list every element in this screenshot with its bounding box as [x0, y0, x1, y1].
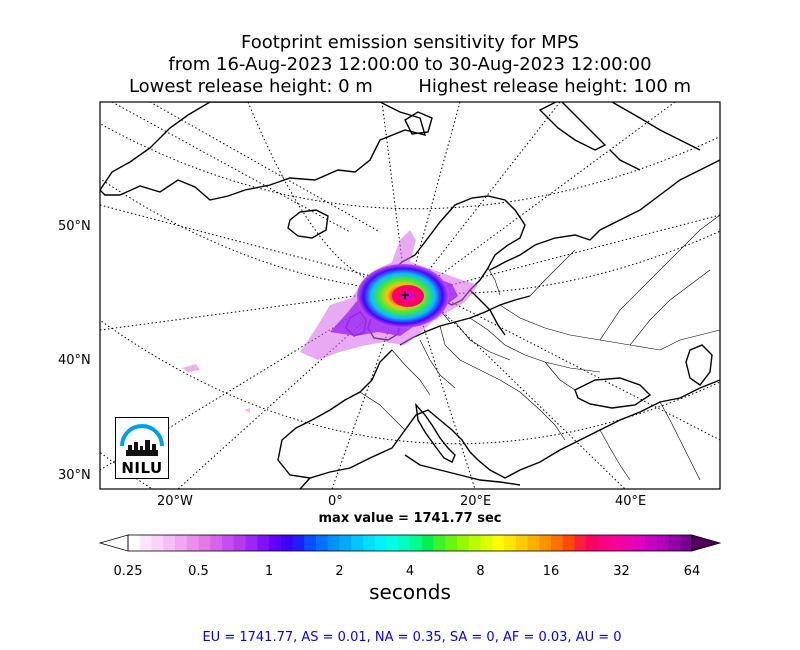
- nilu-logo: NILU: [115, 417, 169, 479]
- colorbar-cell: [656, 535, 670, 551]
- region-stats-line: EU = 1741.77, AS = 0.01, NA = 0.35, SA =…: [202, 630, 622, 645]
- colorbar: [98, 534, 722, 552]
- colorbar-tick-label: 8: [476, 564, 485, 579]
- colorbar-tick-label: 0.5: [188, 564, 209, 579]
- colorbar-cell: [151, 535, 164, 551]
- colorbar-cell: [163, 535, 176, 551]
- colorbar-cell: [304, 535, 317, 551]
- colorbar-units-label: seconds: [369, 580, 451, 604]
- lon-label-20w: 20°W: [157, 494, 193, 509]
- logo-text: NILU: [121, 459, 163, 477]
- colorbar-cell: [186, 535, 200, 551]
- colorbar-tick-label: 16: [542, 564, 560, 579]
- colorbar-cell: [175, 535, 188, 551]
- colorbar-cell: [504, 535, 517, 551]
- colorbar-cell: [433, 535, 446, 551]
- colorbar-tick-label: 4: [405, 564, 415, 579]
- colorbar-cell: [539, 535, 552, 551]
- colorbar-cell: [351, 535, 364, 551]
- colorbar-under-triangle: [98, 534, 129, 552]
- colorbar-cell: [316, 535, 329, 551]
- colorbar-cell: [257, 535, 270, 551]
- colorbar-cell: [492, 535, 505, 551]
- title-line-3: Lowest release height: 0 m Highest relea…: [0, 76, 800, 98]
- colorbar-cell: [445, 535, 458, 551]
- colorbar-cell: [621, 535, 634, 551]
- title-line-1: Footprint emission sensitivity for MPS: [241, 32, 579, 53]
- colorbar-cell: [457, 535, 470, 551]
- colorbar-cell: [562, 535, 576, 551]
- colorbar-cell: [421, 535, 435, 551]
- colorbar-cell: [398, 535, 411, 551]
- cross-marker-icon: [401, 291, 409, 299]
- lat-label-30n: 30°N: [58, 468, 91, 483]
- colorbar-frame: [127, 534, 693, 552]
- colorbar-cell: [574, 535, 587, 551]
- colorbar-cell: [480, 535, 493, 551]
- lat-label-50n: 50°N: [58, 219, 91, 234]
- colorbar-cell: [468, 535, 482, 551]
- colorbar-cell: [609, 535, 623, 551]
- colorbar-cell: [233, 535, 247, 551]
- colorbar-tick-label: 2: [335, 564, 344, 579]
- colorbar-cell: [668, 535, 681, 551]
- colorbar-cell: [386, 535, 399, 551]
- colorbar-cell: [598, 535, 611, 551]
- lon-label-0: 0°: [328, 494, 343, 509]
- colorbar-cell: [527, 535, 540, 551]
- map-frame: [99, 101, 721, 490]
- colorbar-cell: [410, 535, 423, 551]
- colorbar-cell: [339, 535, 352, 551]
- colorbar-cell: [551, 535, 564, 551]
- colorbar-tick-label: 64: [683, 564, 701, 579]
- colorbar-cell: [280, 535, 294, 551]
- colorbar-cell: [139, 535, 153, 551]
- lowest-release-height: Lowest release height: 0 m: [128, 76, 373, 97]
- colorbar-cell: [210, 535, 223, 551]
- colorbar-cell: [327, 535, 341, 551]
- colorbar-cell: [374, 535, 388, 551]
- colorbar-cell: [363, 535, 376, 551]
- highest-release-height: Highest release height: 100 m: [418, 76, 692, 97]
- max-value-label: max value = 1741.77 sec: [318, 511, 502, 526]
- colorbar-tick-label: 1: [264, 564, 274, 579]
- colorbar-cell: [222, 535, 235, 551]
- colorbar-cell: [645, 535, 658, 551]
- colorbar-cell: [680, 535, 693, 551]
- nilu-logo-icon: [120, 424, 164, 456]
- emission-footprint-plume: [182, 230, 478, 413]
- colorbar-tick-label: 0.25: [113, 564, 143, 579]
- lon-label-40e: 40°E: [615, 494, 647, 509]
- colorbar-cell: [128, 535, 141, 551]
- colorbar-cell: [633, 535, 646, 551]
- colorbar-over-triangle: [691, 534, 722, 552]
- colorbar-cell: [245, 535, 258, 551]
- lat-label-40n: 40°N: [58, 353, 91, 368]
- colorbar-tick-label: 32: [613, 564, 630, 579]
- colorbar-cell: [292, 535, 305, 551]
- colorbar-cell: [515, 535, 529, 551]
- lon-label-20e: 20°E: [460, 494, 492, 509]
- title-line-2: from 16-Aug-2023 12:00:00 to 30-Aug-2023…: [168, 54, 652, 75]
- colorbar-cell: [269, 535, 282, 551]
- colorbar-cell: [586, 535, 599, 551]
- colorbar-cell: [198, 535, 211, 551]
